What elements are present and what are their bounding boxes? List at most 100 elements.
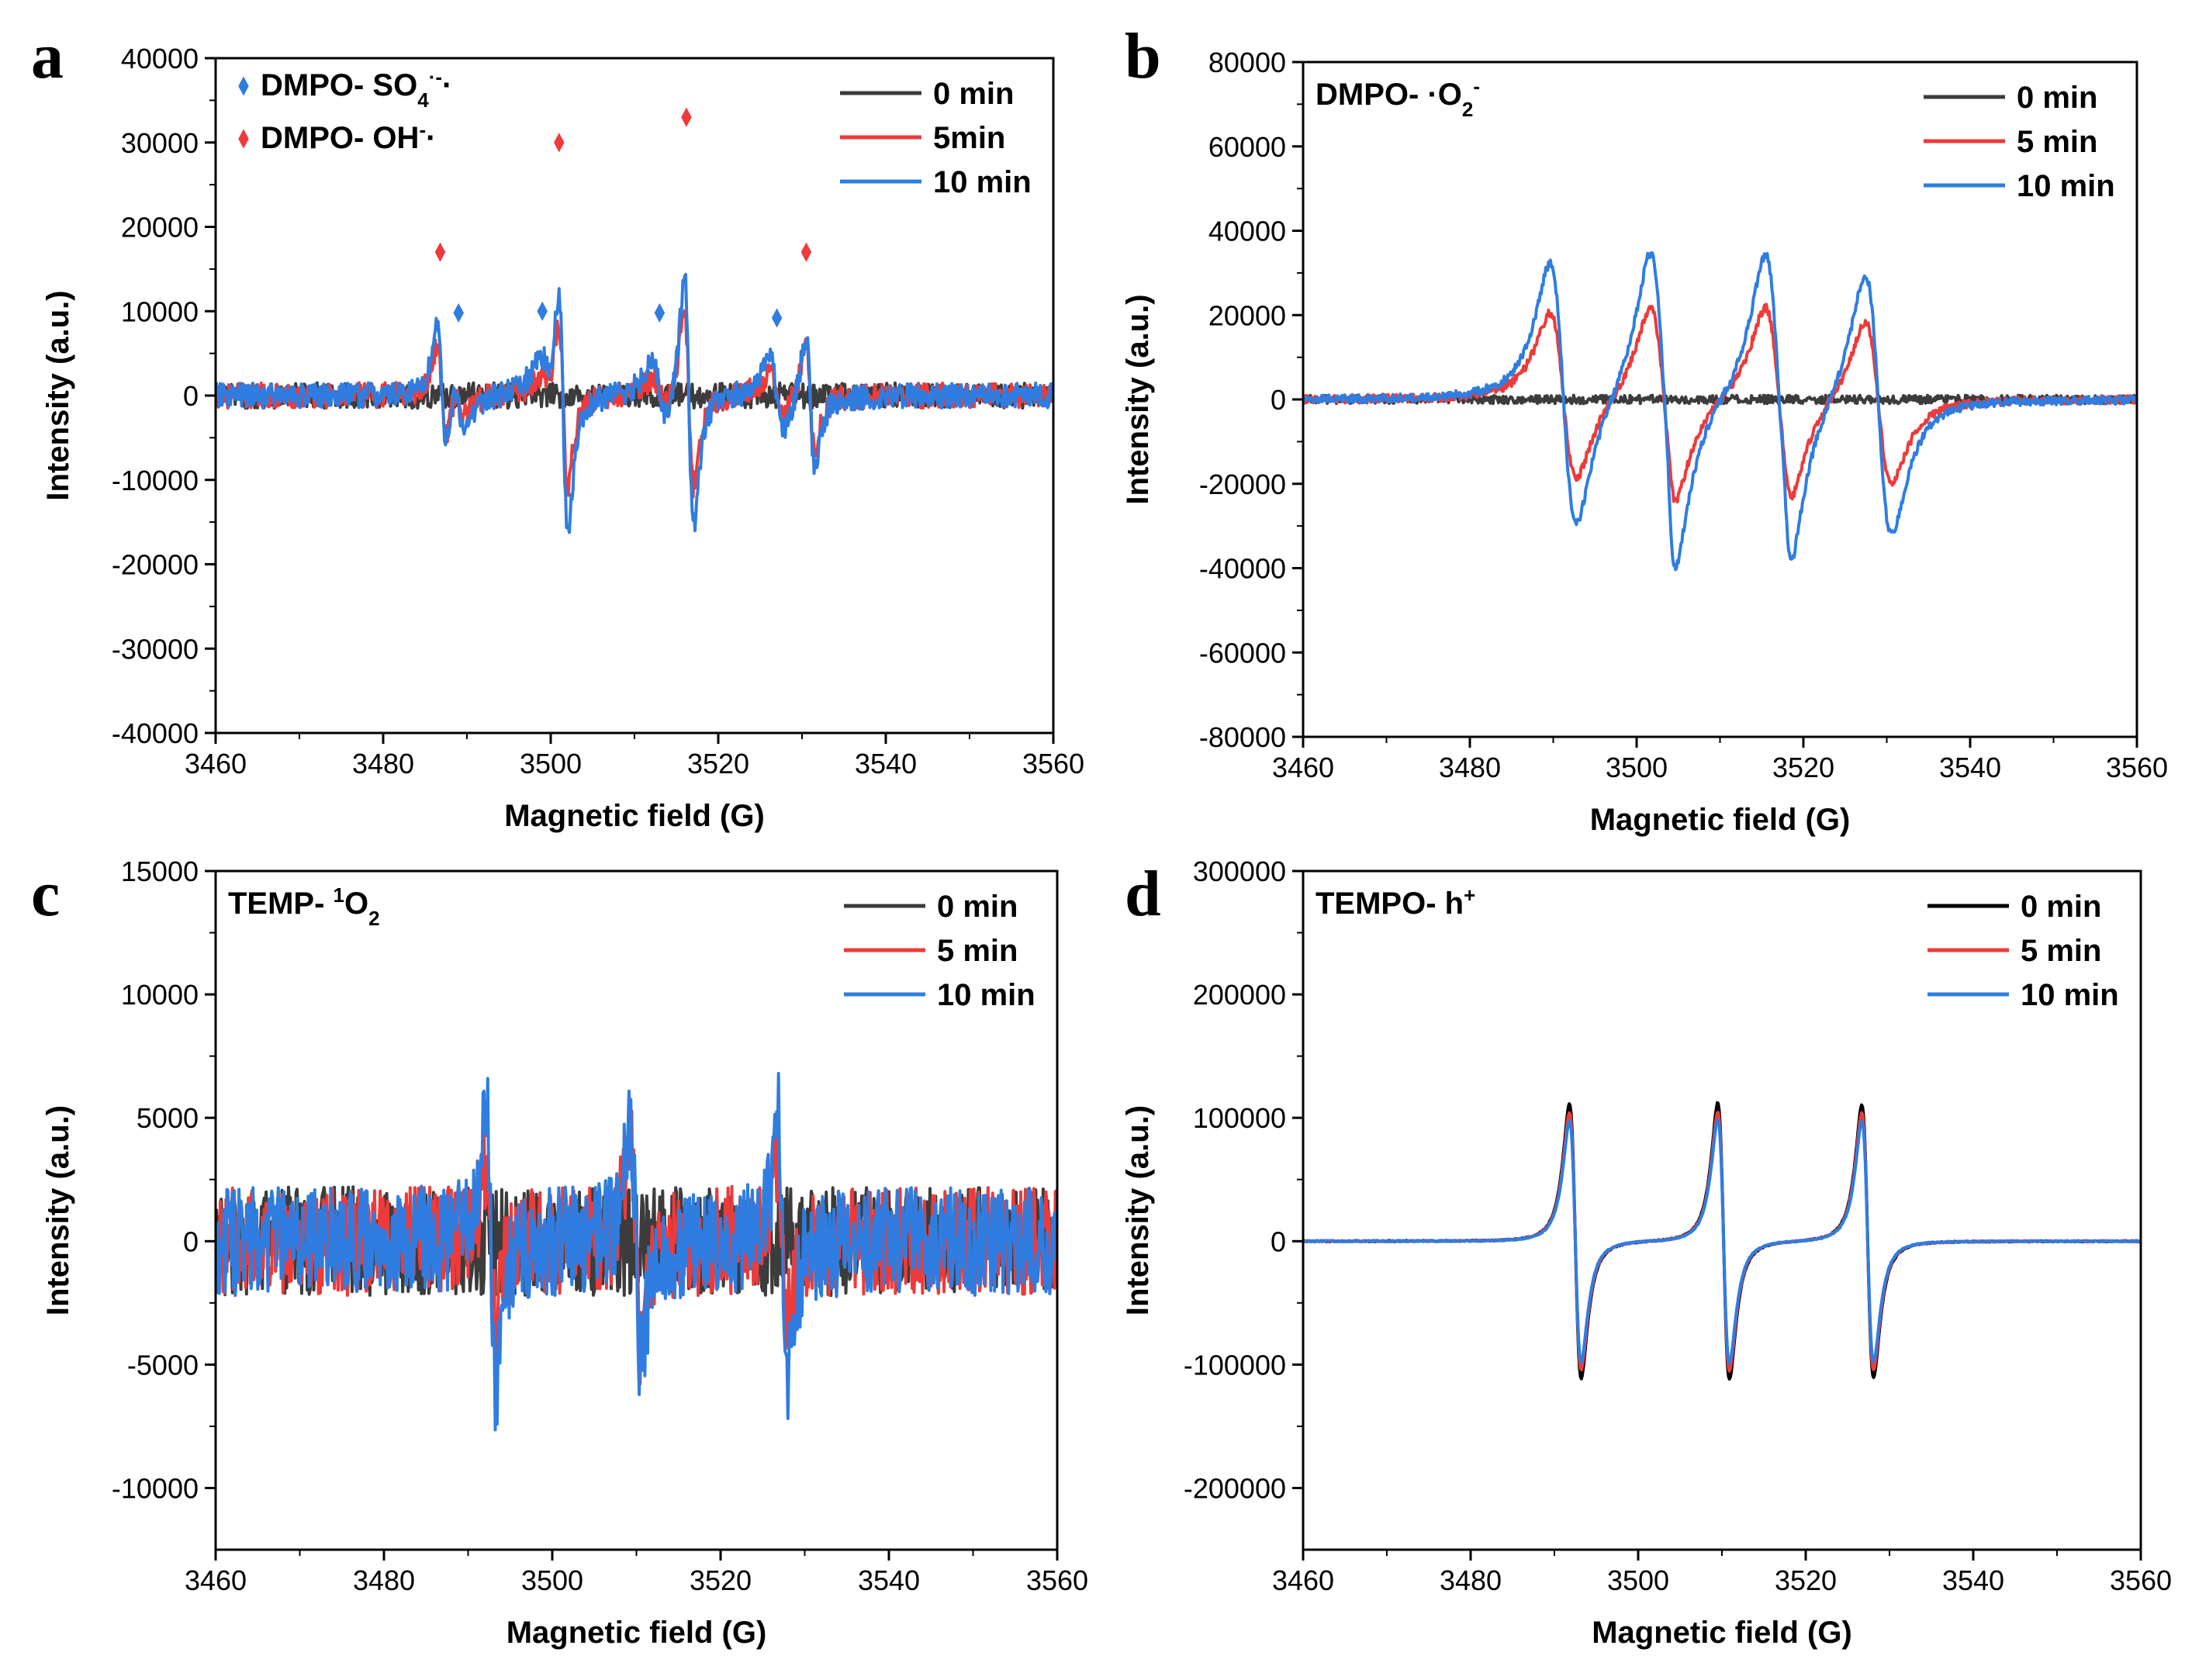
y-tick-label: 40000 xyxy=(121,43,199,74)
series-line-10min xyxy=(1303,251,2137,572)
y-tick-label: 0 xyxy=(1271,384,1286,416)
oh-peak-marker xyxy=(554,133,565,153)
x-tick-label: 3480 xyxy=(1439,752,1501,783)
y-tick-label: -20000 xyxy=(112,549,199,581)
x-tick-label: 3540 xyxy=(858,1564,920,1596)
y-tick-label: 0 xyxy=(183,1225,199,1257)
y-tick-label: -10000 xyxy=(112,1472,199,1504)
x-axis-title: Magnetic field (G) xyxy=(504,799,765,833)
y-tick-label: -40000 xyxy=(112,717,199,749)
oh-peak-marker xyxy=(681,107,692,127)
y-tick-label: 20000 xyxy=(121,212,199,244)
x-tick-label: 3520 xyxy=(690,1564,752,1596)
x-tick-label: 3560 xyxy=(2106,752,2168,783)
panel-c: c 3460 3480 3500 3520 3540 3560 -10000 -5000 0 500… xyxy=(31,856,1088,1650)
legend-label: 10 min xyxy=(933,165,1032,199)
legend-label: 5 min xyxy=(937,934,1018,968)
plot-area xyxy=(216,272,1053,534)
y-tick-label: 20000 xyxy=(1208,299,1286,331)
x-tick-label: 3560 xyxy=(2110,1564,2172,1596)
y-tick-label: 40000 xyxy=(1208,216,1286,247)
x-tick-label: 3500 xyxy=(1606,752,1668,783)
x-axis-title: Magnetic field (G) xyxy=(1590,803,1851,837)
panel-label: b xyxy=(1125,20,1161,92)
y-tick-label: -100000 xyxy=(1184,1349,1286,1381)
series-line-10min xyxy=(216,272,1053,534)
x-tick-label: 3480 xyxy=(1440,1564,1502,1596)
y-tick-label: -40000 xyxy=(1199,553,1286,585)
y-tick-label: -20000 xyxy=(1199,468,1286,500)
y-tick-label: -30000 xyxy=(112,633,199,665)
y-axis-title: Intensity (a.u.) xyxy=(1121,294,1155,504)
panel-label: d xyxy=(1125,858,1161,930)
so4-peak-marker xyxy=(654,302,666,323)
y-tick-label: -60000 xyxy=(1199,637,1286,669)
series-line-10min xyxy=(216,1072,1057,1432)
x-tick-label: 3520 xyxy=(1775,1564,1837,1596)
legend-label: 0 min xyxy=(937,890,1018,924)
so4-peak-marker xyxy=(453,302,464,323)
oh-peak-marker xyxy=(434,242,446,262)
legend-label: 5 min xyxy=(2021,934,2101,968)
x-tick-label: 3460 xyxy=(1272,752,1334,783)
species-annotation: TEMPO- h+ xyxy=(1315,883,1475,921)
oh-peak-marker xyxy=(800,242,812,262)
legend-label: 0 min xyxy=(933,77,1014,111)
x-axis-title: Magnetic field (G) xyxy=(1592,1616,1852,1650)
x-tick-label: 3520 xyxy=(1772,752,1834,783)
panel-d: d 3460 3480 3500 3520 3540 3560 -200000 -100000 0… xyxy=(1121,856,2172,1650)
y-tick-label: 300000 xyxy=(1193,856,1286,887)
x-tick-label: 3560 xyxy=(1026,1564,1088,1596)
x-tick-label: 3500 xyxy=(521,1564,583,1596)
y-tick-label: 10000 xyxy=(121,296,199,327)
x-tick-label: 3460 xyxy=(185,748,247,780)
y-tick-label: 5000 xyxy=(137,1102,199,1134)
species-annotation: TEMP- 1O2 xyxy=(228,883,380,930)
y-axis-title: Intensity (a.u.) xyxy=(41,1105,75,1315)
y-tick-label: 15000 xyxy=(121,856,199,887)
plot-area xyxy=(1303,1101,2141,1381)
legend-label: 10 min xyxy=(937,978,1035,1012)
x-axis-title: Magnetic field (G) xyxy=(506,1616,767,1650)
series-line-10min xyxy=(1303,1118,2141,1365)
legend-label: 10 min xyxy=(2021,978,2119,1012)
legend-label: 0 min xyxy=(2021,890,2101,924)
y-axis-title: Intensity (a.u.) xyxy=(1121,1105,1155,1315)
so4-peak-marker xyxy=(537,301,548,321)
legend-label: 5min xyxy=(933,121,1005,155)
panel-label: c xyxy=(31,858,60,930)
x-tick-label: 3500 xyxy=(1607,1564,1669,1596)
so4-peak-marker xyxy=(771,308,783,328)
plot-area xyxy=(1303,251,2137,572)
y-tick-label: -200000 xyxy=(1184,1472,1286,1504)
x-tick-label: 3540 xyxy=(1939,752,2001,783)
y-tick-label: 200000 xyxy=(1193,979,1286,1011)
species-annotation: DMPO- OH-· xyxy=(261,118,436,155)
y-axis-title: Intensity (a.u.) xyxy=(41,290,75,500)
x-tick-label: 3520 xyxy=(687,748,749,780)
y-tick-label: 80000 xyxy=(1208,47,1286,78)
x-tick-label: 3460 xyxy=(1272,1564,1334,1596)
panel-b: b 3460 3480 3500 3520 3540 3560 -80000 -60000 -40… xyxy=(1121,20,2168,837)
y-tick-label: 0 xyxy=(1271,1225,1286,1257)
x-tick-label: 3480 xyxy=(352,748,414,780)
y-tick-label: -5000 xyxy=(127,1349,199,1381)
x-tick-label: 3560 xyxy=(1022,748,1084,780)
oh-marker-icon xyxy=(238,129,249,149)
y-tick-label: -10000 xyxy=(112,465,199,496)
y-tick-label: 100000 xyxy=(1193,1102,1286,1134)
species-annotation: DMPO- SO4·-· xyxy=(261,65,452,112)
legend-label: 10 min xyxy=(2017,169,2115,203)
x-tick-label: 3540 xyxy=(855,748,917,780)
x-tick-label: 3500 xyxy=(520,748,582,780)
y-tick-label: -80000 xyxy=(1199,721,1286,753)
x-tick-label: 3460 xyxy=(185,1564,247,1596)
species-annotation: DMPO- ·O2- xyxy=(1315,74,1480,121)
y-tick-label: 10000 xyxy=(121,979,199,1011)
plot-area xyxy=(216,1072,1057,1432)
y-tick-label: 0 xyxy=(183,380,199,412)
legend-label: 0 min xyxy=(2017,81,2097,115)
legend-label: 5 min xyxy=(2017,125,2097,159)
y-tick-label: 60000 xyxy=(1208,131,1286,163)
